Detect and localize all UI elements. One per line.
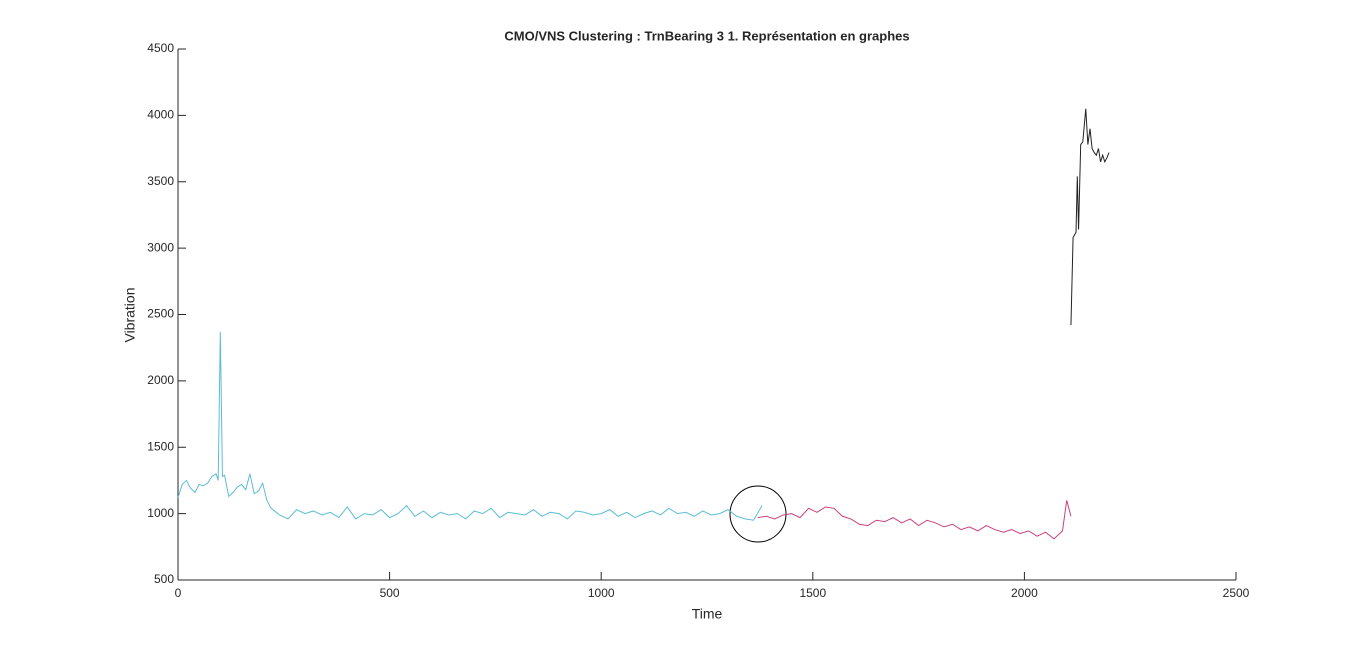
series-line bbox=[757, 500, 1072, 540]
y-axis-label: Vibration bbox=[122, 287, 138, 342]
y-tick-label: 3000 bbox=[147, 240, 174, 254]
y-tick-label: 3500 bbox=[147, 174, 174, 188]
y-tick-label: 4500 bbox=[147, 41, 174, 55]
y-tick-label: 1000 bbox=[147, 506, 174, 520]
series-line bbox=[177, 331, 763, 521]
y-tick-label: 4000 bbox=[147, 108, 174, 122]
y-tick-label: 1500 bbox=[147, 439, 174, 453]
x-tick-label: 2500 bbox=[1223, 586, 1250, 600]
y-tick-label: 2000 bbox=[147, 373, 174, 387]
highlight-circle bbox=[729, 485, 787, 543]
x-tick-label: 500 bbox=[380, 586, 400, 600]
x-tick-label: 2000 bbox=[1011, 586, 1038, 600]
y-tick-label: 500 bbox=[154, 572, 174, 586]
x-tick-label: 0 bbox=[175, 586, 182, 600]
series-line bbox=[1070, 108, 1110, 326]
x-axis-label: Time bbox=[692, 606, 723, 622]
x-tick-label: 1000 bbox=[588, 586, 615, 600]
x-tick-label: 1500 bbox=[799, 586, 826, 600]
y-tick-label: 2500 bbox=[147, 307, 174, 321]
chart-title: CMO/VNS Clustering : TrnBearing 3 1. Rep… bbox=[504, 28, 909, 43]
